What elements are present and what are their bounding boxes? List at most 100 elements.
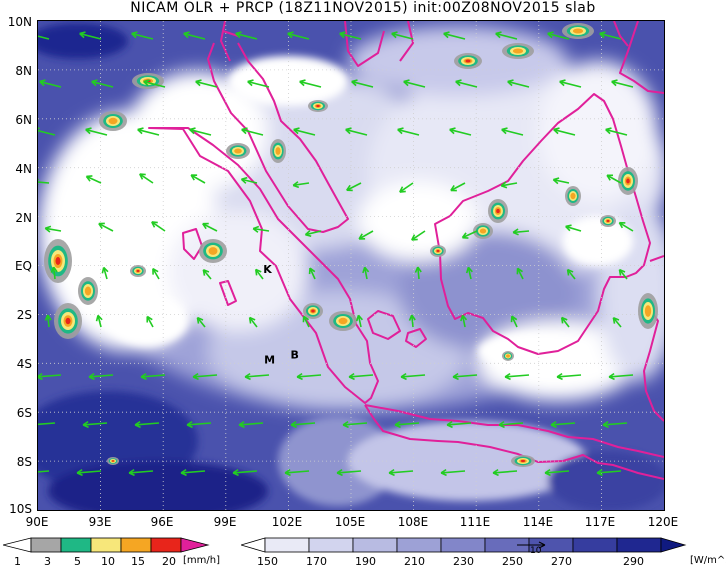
lat-label: 6N <box>15 113 32 127</box>
colorbar-swatch <box>150 537 182 553</box>
wind-vector <box>252 225 270 233</box>
wind-vector <box>391 31 414 40</box>
wind-vector <box>85 175 102 184</box>
wind-vector <box>192 372 218 381</box>
lat-label: 8N <box>15 64 32 78</box>
wind-vector <box>348 372 374 381</box>
wind-vector <box>565 224 582 232</box>
wind-vector <box>552 177 570 185</box>
wind-vector <box>195 79 218 88</box>
lat-label: 10S <box>9 502 32 516</box>
wind-vector <box>500 181 518 189</box>
wind-vector <box>146 315 154 328</box>
precip-cell-extreme <box>316 104 320 108</box>
precip-cell-extreme <box>65 317 71 325</box>
lon-label: 120E <box>647 515 679 529</box>
lon-label: 90E <box>25 515 49 529</box>
precip-colorbar-label: 10 <box>101 555 115 568</box>
wind-vector <box>76 468 102 477</box>
wind-vector <box>618 221 634 232</box>
wind-vector <box>134 420 160 429</box>
wind-vector <box>346 182 362 192</box>
wind-vector <box>38 470 50 473</box>
wind-vector <box>460 314 468 328</box>
wind-vector <box>492 468 518 477</box>
wind-vector <box>290 420 316 429</box>
wind-vector <box>39 79 62 88</box>
precip-cell-extreme <box>465 59 471 63</box>
wind-vector <box>296 372 322 381</box>
wind-vector <box>232 468 258 477</box>
wind-vector <box>190 174 206 184</box>
wind-reference-arrow <box>517 541 546 549</box>
wind-vector <box>596 468 622 477</box>
colorbar-swatch <box>264 537 310 553</box>
lat-label: 10N <box>7 15 32 29</box>
wind-vector <box>408 314 416 328</box>
wind-vector <box>498 420 524 429</box>
wind-vector <box>394 420 420 429</box>
wind-vector <box>139 173 154 184</box>
lon-label: 105E <box>334 515 366 529</box>
wind-vector <box>501 127 524 136</box>
colorbar-swatch <box>396 537 442 553</box>
wind-vector <box>358 230 374 240</box>
wind-vector <box>443 31 466 40</box>
wind-vector <box>403 79 426 88</box>
wind-vector <box>131 31 154 40</box>
precip-colorbar-label: 5 <box>74 555 81 568</box>
coastline-borneo <box>434 93 651 355</box>
wind-vector <box>186 420 212 429</box>
precip-cell-extreme <box>311 309 315 313</box>
olr-colorbar-label: 250 <box>502 555 523 568</box>
lat-label: 4N <box>15 162 32 176</box>
colorbar-swatch <box>180 537 210 553</box>
wind-vector <box>235 31 258 40</box>
wind-vector <box>284 468 310 477</box>
precip-cell-intense <box>275 147 281 155</box>
lat-label: EQ <box>14 259 32 273</box>
wind-vector <box>196 316 206 328</box>
wind-vector <box>618 268 628 280</box>
wind-vector <box>397 127 420 136</box>
lat-label: 8S <box>16 455 32 469</box>
colorbar-swatch <box>440 537 486 553</box>
wind-vector <box>44 314 52 328</box>
wind-vector <box>299 79 322 88</box>
wind-vectors <box>38 31 634 477</box>
wind-vector <box>507 79 530 88</box>
precip-colorbar-label: 15 <box>131 555 145 568</box>
coastline-thailand-gulf <box>220 21 239 62</box>
coastline-indochina <box>344 21 414 67</box>
lon-label: 108E <box>397 515 429 529</box>
wind-vector <box>143 79 166 88</box>
wind-vector <box>411 230 426 241</box>
coastlines <box>148 21 664 480</box>
olr-colorbar-label: 150 <box>257 555 278 568</box>
colorbar-swatch <box>3 537 32 553</box>
wind-vector <box>351 79 374 88</box>
precip-cell-intense <box>512 48 524 54</box>
precip-cell-intense <box>479 228 487 234</box>
wind-vector <box>606 174 622 184</box>
wind-vector <box>241 127 264 136</box>
wind-vector <box>559 79 582 88</box>
wind-vector <box>128 468 154 477</box>
wind-vector <box>388 468 414 477</box>
wind-vector <box>44 225 62 233</box>
wind-vector <box>152 267 160 280</box>
olr-colorbar-label: 290 <box>623 555 644 568</box>
wind-vector <box>91 79 114 88</box>
wind-vector <box>414 266 422 280</box>
precip-cell-intense <box>338 317 348 325</box>
wind-vector <box>504 372 530 381</box>
precip-colorbar-label: 1 <box>14 555 21 568</box>
wind-vector <box>38 422 56 426</box>
precipitation-patches <box>44 23 658 467</box>
wind-vector <box>293 127 316 136</box>
colorbar-swatch <box>60 537 92 553</box>
place-label: K <box>263 263 272 276</box>
coastline-philippines <box>613 21 629 47</box>
wind-vector <box>189 127 212 136</box>
precip-cell-extreme <box>606 219 610 223</box>
